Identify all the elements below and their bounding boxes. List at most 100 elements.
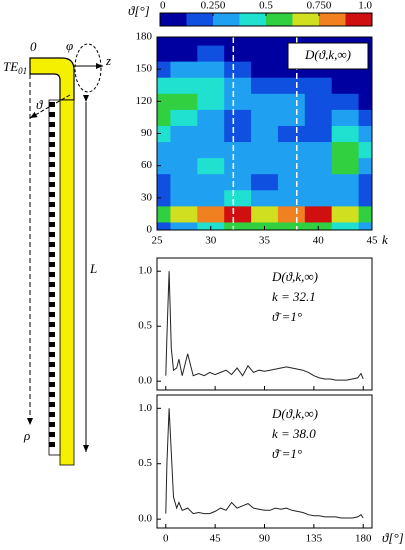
corrugation [48,99,61,456]
heatmap-cell [358,93,372,110]
z-label: z [105,53,111,68]
heatmap-cell [170,189,198,207]
heatmap-cell [251,189,279,207]
tooth [49,202,55,207]
heatmap-cell [251,205,279,223]
x-tick-label: 35 [259,235,271,247]
theta-arrow [29,94,71,119]
heatmap-cell [277,37,306,46]
heatmap-cell [358,221,372,230]
y-tick-label: 60 [141,159,153,171]
heatmap-cell [251,61,279,78]
heatmap-cell [277,189,306,207]
colorbar-swatch [266,13,293,26]
heatmap-cell [224,45,252,62]
tooth [49,372,55,377]
tooth [49,362,55,367]
colorbar-swatch [345,13,373,26]
tooth [49,242,55,247]
tooth [49,312,55,317]
colorbar-tick-label: 1.0 [358,0,372,12]
heatmap-cell [157,61,171,78]
tooth [49,272,55,277]
tooth [49,212,55,217]
heatmap-cell [251,125,279,143]
heatmap-cell [197,125,225,143]
colorbar-swatch [239,13,267,26]
colorbar-tick-label: 0.5 [259,0,273,12]
heatmap-cell [170,157,198,175]
y-tick-label: 0.5 [138,457,152,469]
heatmap-cell [157,221,171,230]
heatmap-cell [277,205,306,223]
heatmap-cell [304,77,333,94]
colorbar-swatch [213,13,240,26]
rho-label: ρ [23,428,30,443]
heatmap-cell [277,125,306,143]
heatmap-cell [224,77,252,94]
mode: TE [3,59,18,74]
tooth [49,262,55,267]
y-tick-label: 0 [147,224,153,236]
tooth [49,422,55,427]
origin: 0 [30,39,37,54]
heatmap-cell [358,157,372,175]
heatmap-cell [224,141,252,159]
tooth [49,442,55,447]
heatmap-cell [170,125,198,143]
tooth [49,382,55,387]
heatmap-cell [331,37,360,46]
heatmap-cell [331,77,360,94]
heatmap-cell [224,93,252,110]
heatmap-cell [197,157,225,175]
tooth [49,322,55,327]
y-tick-label: 30 [141,191,153,203]
tooth [49,292,55,297]
tooth [49,302,55,307]
heatmap-cell [157,189,171,207]
heatmap-cell [331,125,360,143]
heatmap-cell [224,173,252,191]
colorbar-swatch [292,13,320,26]
heatmap-cell [197,61,225,78]
annotation: D(ϑ,k,∞) [271,406,318,421]
heatmap-cell [358,125,372,143]
x-tick-label: 40 [313,235,325,247]
heatmap-cell [251,45,279,62]
x-tick-label: 180 [355,533,372,545]
heatmap-cell [277,93,306,110]
heatmap-cell [157,37,171,46]
heatmap-cell [170,173,198,191]
heatmap-cell [170,77,198,94]
y-tick-label: 90 [141,127,153,139]
dashed-ellipse [74,43,102,93]
heatmap-cell [358,37,372,46]
heatmap-cell [224,221,252,230]
heatmap-cell [358,173,372,191]
tooth [49,222,55,227]
line-series [165,271,364,381]
y-axis-label: ϑ[°] [128,3,150,18]
line-series [165,408,364,519]
heatmap-cell [224,109,252,126]
heatmap-cell [157,173,171,191]
plot-frame [156,394,373,529]
heatmap-cell [224,61,252,78]
x-tick-label: 0 [163,533,169,545]
heatmap-cell [197,93,225,110]
heatmap-cell [170,61,198,78]
heatmap-cell [197,173,225,191]
tooth [49,122,55,127]
colorbar-tick-label: 0.250 [201,0,226,12]
tooth [49,102,55,107]
heatmap-cell [224,205,252,223]
y-tick-label: 180 [136,31,153,43]
heatmap-cell [251,141,279,159]
tooth [49,352,55,357]
bend [29,57,75,101]
heatmap-cell [197,37,225,46]
heatmap-cell [331,157,360,175]
heatmap-cell [224,157,252,175]
heatmap-cell [197,205,225,223]
